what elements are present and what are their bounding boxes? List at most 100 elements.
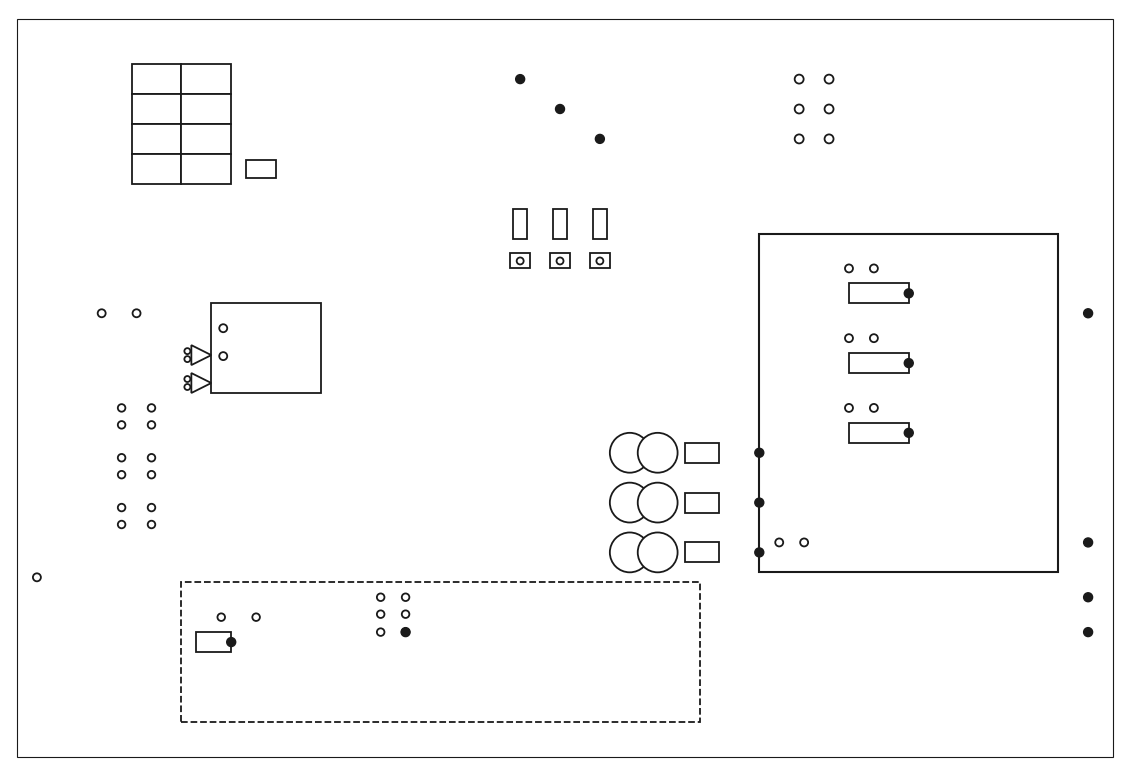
Circle shape <box>870 264 878 272</box>
Circle shape <box>148 521 155 528</box>
Circle shape <box>1083 308 1093 318</box>
Text: обогрев: обогрев <box>27 453 66 462</box>
Text: 380/220 V: 380/220 V <box>27 114 74 124</box>
Text: A: A <box>154 75 159 83</box>
Circle shape <box>905 359 913 368</box>
Text: I: I <box>1034 243 1036 254</box>
Text: K3: K3 <box>873 428 884 438</box>
Circle shape <box>97 309 105 317</box>
Circle shape <box>638 533 677 572</box>
Text: Канал связи: Канал связи <box>27 344 81 352</box>
Bar <box>590 254 610 268</box>
Bar <box>181 582 699 722</box>
Circle shape <box>402 594 409 601</box>
Bar <box>131 64 181 94</box>
Text: K+: K+ <box>231 324 242 332</box>
Circle shape <box>219 352 227 360</box>
Bar <box>131 94 181 124</box>
Text: 4: 4 <box>204 165 209 173</box>
Text: 1: 1 <box>204 75 209 83</box>
Text: 1QF1: 1QF1 <box>166 393 189 403</box>
Text: Ввод: Ввод <box>27 94 50 104</box>
Text: ⊣: ⊣ <box>234 594 243 604</box>
Circle shape <box>402 628 411 637</box>
Circle shape <box>754 548 763 557</box>
Text: Датчик темп.: Датчик темп. <box>27 593 92 601</box>
Bar <box>550 254 570 268</box>
Circle shape <box>252 614 260 621</box>
Bar <box>181 94 231 124</box>
Circle shape <box>824 75 834 83</box>
Text: ОБОГРЕВ: ОБОГРЕВ <box>231 603 271 611</box>
Circle shape <box>1083 538 1093 547</box>
Text: K-: K- <box>231 352 239 361</box>
Text: 1QF2: 1QF2 <box>166 443 189 452</box>
Circle shape <box>795 104 804 114</box>
Bar <box>181 64 231 94</box>
Circle shape <box>824 104 834 114</box>
Circle shape <box>795 135 804 143</box>
Text: Блок А4: Блок А4 <box>216 308 251 318</box>
Circle shape <box>184 348 190 354</box>
Text: GX1: GX1 <box>520 192 529 209</box>
Bar <box>247 160 276 178</box>
Text: 2: 2 <box>204 104 209 114</box>
Circle shape <box>555 104 564 114</box>
Text: KL1: KL1 <box>173 49 190 59</box>
Circle shape <box>148 421 155 429</box>
Bar <box>849 353 909 373</box>
Circle shape <box>148 504 155 512</box>
Circle shape <box>824 135 834 143</box>
Circle shape <box>184 356 190 362</box>
Circle shape <box>754 448 763 458</box>
Text: TP2: TP2 <box>580 486 595 495</box>
Circle shape <box>595 135 604 143</box>
Circle shape <box>845 264 853 272</box>
Bar <box>684 443 719 463</box>
Text: TP3: TP3 <box>580 536 595 545</box>
Text: N1: N1 <box>697 548 707 557</box>
Circle shape <box>132 309 140 317</box>
Circle shape <box>226 638 235 646</box>
Text: GX2: GX2 <box>561 192 570 209</box>
Text: N: N <box>153 165 159 173</box>
Circle shape <box>800 539 809 547</box>
Circle shape <box>402 628 409 636</box>
Polygon shape <box>191 373 211 393</box>
Circle shape <box>775 539 783 547</box>
Text: 1QF3: 1QF3 <box>166 493 189 502</box>
Text: (220 V): (220 V) <box>27 303 59 312</box>
Circle shape <box>845 404 853 412</box>
Bar <box>759 233 1059 572</box>
Bar <box>684 492 719 512</box>
Bar <box>849 284 909 303</box>
Text: ОТКЛ.: ОТКЛ. <box>414 610 440 618</box>
Text: TP1: TP1 <box>580 436 595 445</box>
Circle shape <box>596 257 603 264</box>
Circle shape <box>118 421 126 429</box>
Text: N1: N1 <box>697 448 707 458</box>
Circle shape <box>402 611 409 618</box>
Text: QF1: QF1 <box>804 60 822 69</box>
Circle shape <box>517 257 524 264</box>
Text: 3: 3 <box>204 135 209 144</box>
Circle shape <box>148 471 155 478</box>
Text: Электро-: Электро- <box>27 438 70 448</box>
Circle shape <box>556 257 563 264</box>
Text: K1: K1 <box>873 289 884 298</box>
Circle shape <box>638 482 677 523</box>
Circle shape <box>184 384 190 390</box>
Circle shape <box>184 376 190 382</box>
Text: витая пара: витая пара <box>27 356 76 366</box>
Circle shape <box>870 404 878 412</box>
Circle shape <box>118 521 126 528</box>
Text: Внутренний канал связи: Внутренний канал связи <box>400 351 519 359</box>
Circle shape <box>377 594 385 601</box>
Circle shape <box>795 75 804 83</box>
Bar <box>211 303 321 393</box>
Circle shape <box>905 428 913 438</box>
Circle shape <box>870 334 878 342</box>
Circle shape <box>638 433 677 472</box>
Circle shape <box>905 289 913 298</box>
Text: N1: N1 <box>256 165 266 173</box>
